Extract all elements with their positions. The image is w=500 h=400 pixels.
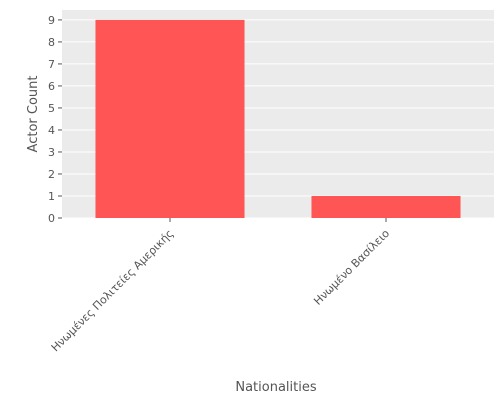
y-tick-label: 6 — [48, 80, 55, 93]
y-tick-label: 4 — [48, 124, 55, 137]
y-tick-label: 2 — [48, 168, 55, 181]
y-tick-label: 7 — [48, 58, 55, 71]
bars — [95, 19, 461, 219]
x-tick-label: Ηνωμένο Βασίλειο — [311, 227, 392, 308]
y-tick-label: 3 — [48, 146, 55, 159]
bar-1 — [95, 19, 245, 219]
x-axis-ticks: Ηνωμένες Πολιτείες Αμερικής Ηνωμένο Βασίλ… — [49, 218, 392, 354]
y-tick-label: 8 — [48, 36, 55, 49]
y-tick-label: 0 — [48, 212, 55, 225]
y-tick-label: 5 — [48, 102, 55, 115]
y-axis-title: Actor Count — [26, 76, 41, 153]
x-tick-label: Ηνωμένες Πολιτείες Αμερικής — [49, 227, 176, 354]
y-tick-label: 1 — [48, 190, 55, 203]
y-axis-ticks: 0 1 2 3 4 5 6 7 8 9 — [48, 14, 62, 225]
bar-2 — [311, 195, 461, 218]
y-tick-label: 9 — [48, 14, 55, 27]
x-axis-title: Nationalities — [235, 380, 316, 395]
